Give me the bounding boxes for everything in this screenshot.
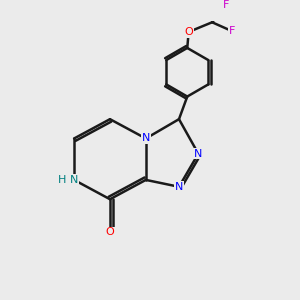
Text: N: N [70, 175, 78, 185]
Text: O: O [106, 227, 114, 237]
Text: O: O [184, 27, 193, 37]
Text: H: H [58, 175, 67, 185]
Text: N: N [194, 149, 202, 159]
Text: F: F [223, 0, 230, 10]
Text: F: F [229, 26, 235, 36]
Text: N: N [175, 182, 183, 192]
Text: N: N [142, 134, 150, 143]
